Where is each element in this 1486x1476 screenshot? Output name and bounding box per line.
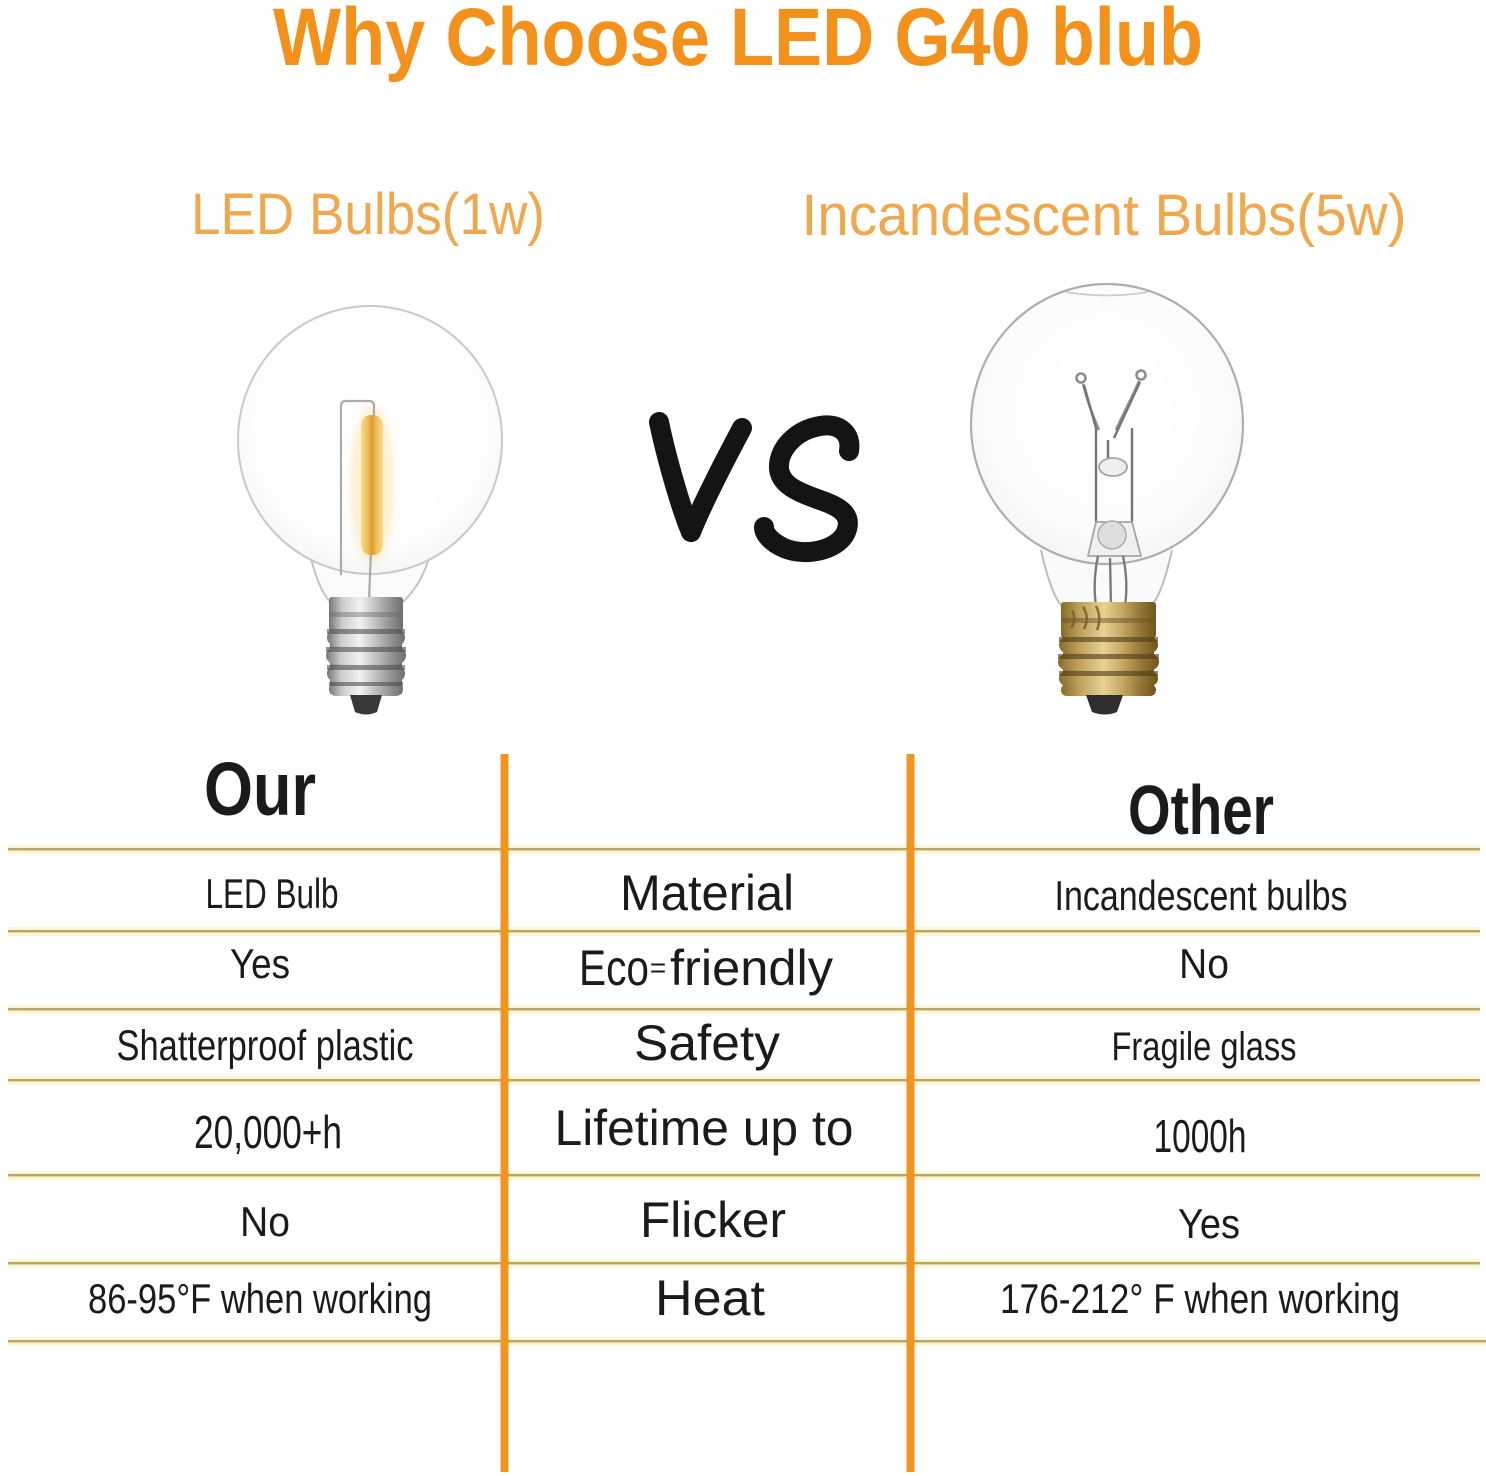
svg-text:Material: Material	[620, 865, 794, 921]
svg-text:Shatterproof plastic: Shatterproof plastic	[117, 1022, 414, 1070]
svg-text:Other: Other	[1128, 771, 1274, 849]
svg-text:No: No	[240, 1198, 290, 1245]
svg-text:LED Bulb: LED Bulb	[206, 870, 339, 917]
svg-text:Incandescent Bulbs(5w): Incandescent Bulbs(5w)	[802, 183, 1407, 248]
svg-text:86-95°F when working: 86-95°F when working	[88, 1275, 432, 1322]
svg-text:1000h: 1000h	[1154, 1110, 1247, 1162]
svg-text:Our: Our	[204, 747, 316, 831]
svg-text:176-212° F when working: 176-212° F when working	[1000, 1275, 1400, 1322]
svg-text:=: =	[650, 952, 666, 983]
svg-text:Heat: Heat	[655, 1270, 765, 1326]
svg-text:LED Bulbs(1w): LED Bulbs(1w)	[191, 182, 545, 247]
svg-text:No: No	[1179, 940, 1229, 987]
svg-text:Safety: Safety	[634, 1015, 780, 1071]
svg-text:Yes: Yes	[1178, 1200, 1240, 1247]
svg-text:Flicker: Flicker	[640, 1192, 786, 1248]
svg-text:20,000+h: 20,000+h	[194, 1106, 342, 1158]
svg-text:Lifetime up to: Lifetime up to	[555, 1100, 854, 1156]
svg-text:Fragile glass: Fragile glass	[1112, 1025, 1297, 1069]
svg-text:Why Choose LED G40 blub: Why Choose LED G40 blub	[273, 0, 1203, 83]
svg-text:Eco: Eco	[579, 940, 649, 996]
svg-text:friendly: friendly	[670, 940, 833, 996]
svg-text:Incandescent bulbs: Incandescent bulbs	[1055, 872, 1348, 919]
svg-text:Yes: Yes	[230, 940, 290, 987]
